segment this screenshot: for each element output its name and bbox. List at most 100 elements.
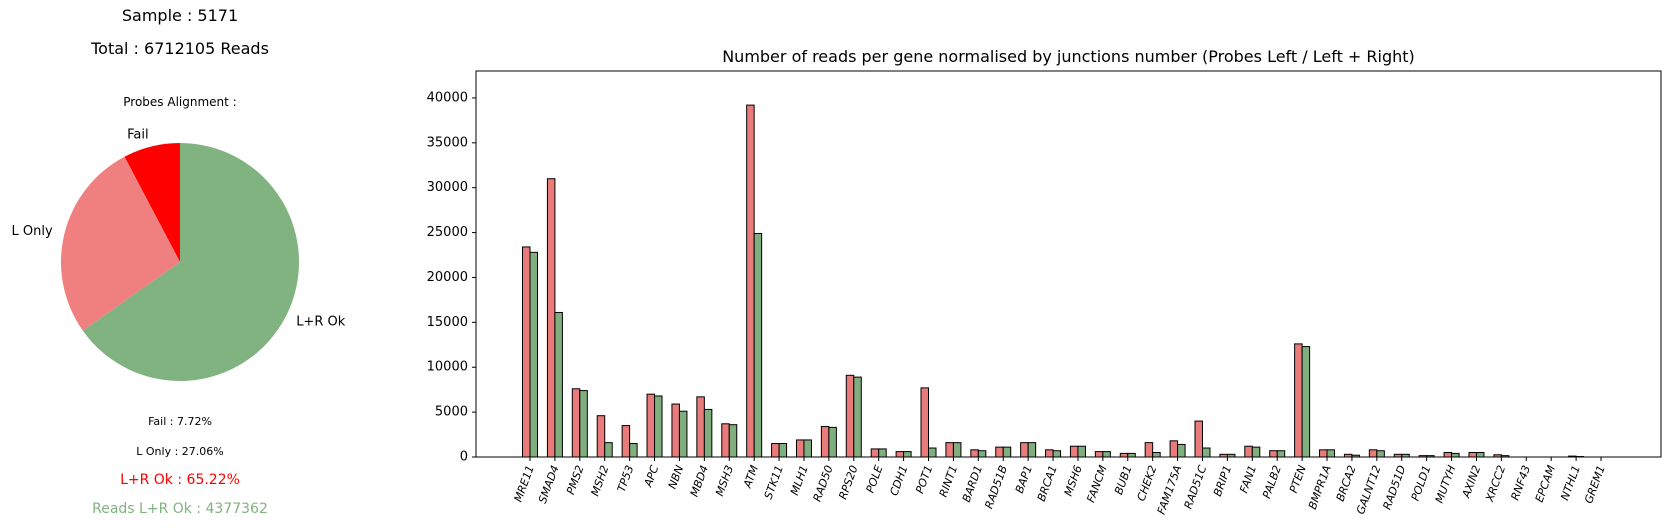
x-tick-label: PTEN: [1287, 464, 1309, 495]
bar-left-probes: [1319, 449, 1328, 458]
x-tick-label: BRCA1: [1035, 464, 1060, 504]
pie-slice-lr-ok: [82, 143, 300, 382]
bar-left-probes: [820, 425, 830, 458]
total-reads-title: Total : 6712105 Reads: [91, 39, 269, 58]
y-tick-label: 30000: [427, 180, 468, 195]
x-tick-label: FANCM: [1084, 463, 1110, 504]
x-tick-label: XRCC2: [1483, 464, 1508, 505]
x-tick-label: STK11: [762, 464, 786, 501]
bar-left-right-probes: [703, 408, 713, 458]
x-tick-label: ATM: [741, 463, 762, 490]
bar-left-right-probes: [1152, 452, 1161, 458]
bar-left-right-probes: [1251, 446, 1261, 458]
bar-left-right-probes: [753, 232, 763, 458]
x-tick-label: RAD51C: [1182, 463, 1210, 510]
lr-ok-reads-stat: Reads L+R Ok : 4377362: [92, 501, 268, 517]
y-tick-label: 15000: [427, 315, 468, 330]
y-tick-label: 0: [460, 450, 468, 465]
x-tick-label: FAN1: [1237, 464, 1259, 495]
x-tick-label: MBD4: [688, 464, 711, 499]
chart-title: Number of reads per gene normalised by j…: [722, 47, 1415, 66]
bar-left-probes: [945, 442, 954, 458]
x-tick-label: BUB1: [1112, 464, 1135, 497]
bar-left-right-probes: [554, 311, 563, 458]
fail-percent-stat: Fail : 7.72%: [148, 415, 212, 428]
x-tick-label: TP53: [615, 464, 637, 494]
x-tick-label: RAD50: [811, 464, 836, 504]
bar-left-probes: [1269, 450, 1278, 458]
pie-slice-fail: [124, 143, 180, 262]
bar-left-probes: [1368, 449, 1378, 458]
pie-label: L Only: [12, 224, 53, 239]
l-only-percent-stat: L Only : 27.06%: [136, 445, 224, 458]
bar-left-right-probes: [977, 450, 987, 458]
bar-left-right-probes: [1077, 445, 1086, 458]
bar-left-right-probes: [604, 442, 613, 458]
x-tick-label: EPCAM: [1533, 463, 1558, 504]
x-tick-label: RAD51D: [1381, 464, 1409, 512]
pie-slice-l-only: [61, 156, 180, 331]
bar-left-probes: [771, 443, 780, 458]
bar-left-probes: [1119, 452, 1129, 458]
bar-left-right-probes: [629, 443, 638, 458]
pie-label: L+R Ok: [296, 315, 346, 330]
x-tick-label: PALB2: [1260, 464, 1284, 501]
bar-left-right-probes: [1451, 452, 1460, 458]
bar-left-right-probes: [1201, 447, 1211, 458]
x-tick-label: MSH3: [713, 464, 736, 498]
bar-left-right-probes: [1102, 451, 1111, 458]
bar-left-probes: [721, 423, 730, 458]
x-tick-label: POLE: [864, 464, 886, 495]
bar-left-right-probes: [1276, 450, 1286, 458]
y-tick-label: 35000: [427, 135, 468, 150]
bar-left-right-probes: [1052, 450, 1062, 458]
y-tick-label: 25000: [427, 225, 468, 240]
x-tick-label: GALNT12: [1354, 464, 1384, 516]
bar-left-right-probes: [803, 439, 812, 458]
bar-left-right-probes: [1376, 450, 1385, 458]
bar-left-probes: [1144, 442, 1154, 458]
x-tick-label: GREM1: [1582, 464, 1608, 506]
bar-left-probes: [1468, 452, 1477, 458]
y-tick-label: 5000: [435, 405, 468, 420]
bar-left-right-probes: [1127, 452, 1136, 458]
x-tick-label: BMPR1A: [1306, 464, 1334, 512]
sample-title: Sample : 5171: [121, 6, 239, 25]
bar-left-probes: [621, 425, 631, 458]
x-tick-label: SMAD4: [536, 464, 562, 506]
bar-left-right-probes: [529, 251, 538, 458]
bar-left-right-probes: [1027, 442, 1037, 458]
bar-left-right-probes: [853, 376, 862, 458]
x-tick-label: MUTYH: [1433, 464, 1459, 505]
x-tick-label: BARD1: [960, 464, 985, 504]
x-tick-label: MLH1: [788, 464, 811, 497]
bar-left-right-probes: [654, 395, 663, 458]
x-tick-label: RNF43: [1509, 464, 1534, 502]
bar-left-right-probes: [1326, 449, 1336, 458]
bar-left-right-probes: [778, 443, 788, 458]
bar-left-probes: [746, 104, 755, 458]
x-tick-label: MSH2: [588, 464, 611, 498]
summary-panel: Fail L Only L+R Ok Sample : 5171 Total : 6…: [0, 0, 360, 528]
probes-alignment-title: Probes Alignment :: [123, 95, 237, 109]
bar-left-right-probes: [1002, 446, 1012, 458]
x-tick-label: NBN: [666, 464, 686, 491]
bar-left-probes: [1194, 420, 1203, 458]
bar-left-right-probes: [928, 447, 937, 458]
pie-label: Fail: [127, 127, 148, 142]
x-tick-label: POLD1: [1409, 464, 1434, 503]
x-tick-label: PMS2: [564, 464, 587, 497]
bar-left-probes: [1443, 452, 1453, 458]
bar-left-probes: [571, 388, 581, 458]
x-tick-label: APC: [641, 463, 661, 489]
bar-left-probes: [696, 396, 705, 458]
bar-left-probes: [995, 446, 1004, 458]
x-tick-label: FAM175A: [1155, 464, 1185, 517]
bar-left-right-probes: [828, 426, 837, 458]
bar-left-right-probes: [878, 448, 887, 458]
bar-left-probes: [970, 449, 979, 458]
x-tick-label: RPS20: [836, 464, 860, 502]
bar-left-right-probes: [579, 390, 588, 458]
bar-left-probes: [895, 451, 905, 458]
